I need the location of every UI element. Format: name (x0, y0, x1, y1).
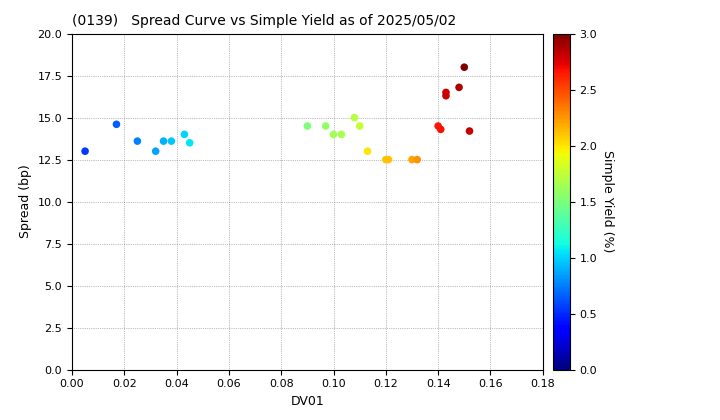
Point (435, 126, 446, 133)
Point (411, 156, 423, 163)
Text: (0139)   Spread Curve vs Simple Yield as of 2025/05/02: (0139) Spread Curve vs Simple Yield as o… (72, 14, 456, 28)
Point (464, 128, 475, 134)
Point (302, 123, 313, 129)
Point (79, 148, 91, 155)
X-axis label: DV01: DV01 (290, 395, 324, 408)
Point (132, 138, 143, 144)
Point (179, 131, 190, 138)
Point (184, 139, 195, 146)
Point (111, 121, 122, 128)
Point (328, 131, 339, 138)
Point (454, 84, 465, 91)
Point (166, 138, 177, 144)
Point (459, 64, 470, 71)
Point (158, 138, 169, 144)
Point (406, 156, 418, 163)
Point (433, 123, 444, 129)
Point (440, 89, 451, 96)
Point (440, 92, 451, 99)
Point (336, 131, 347, 138)
Point (348, 114, 360, 121)
Point (320, 123, 331, 129)
Point (380, 156, 392, 163)
Point (361, 148, 373, 155)
Point (354, 123, 366, 129)
Y-axis label: Spread (bp): Spread (bp) (19, 165, 32, 239)
Y-axis label: Simple Yield (%): Simple Yield (%) (600, 150, 613, 253)
Point (150, 148, 161, 155)
Point (382, 156, 394, 163)
